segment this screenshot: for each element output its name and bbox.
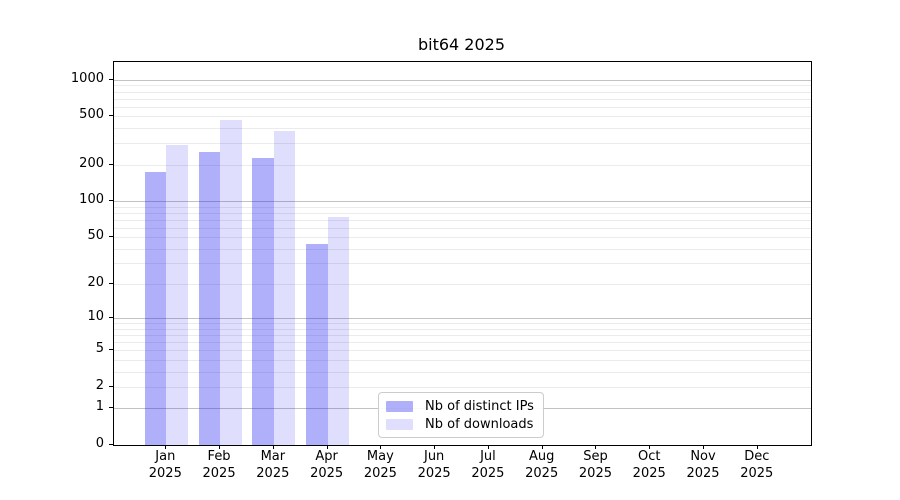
minor-gridline bbox=[114, 328, 811, 330]
legend-swatch-distinct-ips bbox=[386, 401, 413, 412]
x-tick-label: Jun 2025 bbox=[417, 449, 451, 481]
bar-downloads bbox=[220, 120, 242, 445]
minor-gridline bbox=[114, 350, 811, 352]
x-tick-label: Apr 2025 bbox=[310, 449, 344, 481]
plot-area bbox=[113, 61, 812, 446]
x-tick-mark bbox=[756, 445, 758, 449]
x-tick-mark bbox=[434, 445, 436, 449]
y-tick-mark bbox=[109, 385, 113, 387]
y-tick-label: 500 bbox=[79, 107, 104, 123]
minor-gridline bbox=[114, 116, 811, 118]
major-gridline bbox=[114, 318, 811, 320]
y-tick-label: 1000 bbox=[70, 70, 104, 86]
y-tick-mark bbox=[109, 283, 113, 285]
y-tick-mark bbox=[109, 349, 113, 351]
y-tick-label: 2 bbox=[95, 377, 104, 393]
minor-gridline bbox=[114, 212, 811, 214]
x-tick-label: Jan 2025 bbox=[148, 449, 182, 481]
y-tick-mark bbox=[109, 200, 113, 202]
minor-gridline bbox=[114, 98, 811, 100]
minor-gridline bbox=[114, 219, 811, 221]
x-tick-mark bbox=[649, 445, 651, 449]
x-tick-label: Aug 2025 bbox=[525, 449, 559, 481]
bar-distinct-ips bbox=[252, 158, 274, 445]
legend-row-distinct-ips: Nb of distinct IPs bbox=[386, 399, 535, 414]
minor-gridline bbox=[114, 248, 811, 250]
y-tick-label: 10 bbox=[87, 309, 104, 325]
x-tick-mark bbox=[487, 445, 489, 449]
minor-gridline bbox=[114, 323, 811, 325]
y-tick-mark bbox=[109, 317, 113, 319]
minor-gridline bbox=[114, 91, 811, 93]
x-tick-label: May 2025 bbox=[363, 449, 397, 481]
minor-gridline bbox=[114, 227, 811, 229]
legend-row-downloads: Nb of downloads bbox=[386, 417, 535, 432]
minor-gridline bbox=[114, 85, 811, 87]
x-tick-mark bbox=[165, 445, 167, 449]
x-tick-label: Sep 2025 bbox=[578, 449, 612, 481]
legend-label-downloads: Nb of downloads bbox=[425, 417, 534, 432]
minor-gridline bbox=[114, 106, 811, 108]
minor-gridline bbox=[114, 237, 811, 239]
minor-gridline bbox=[114, 342, 811, 344]
legend-swatch-downloads bbox=[386, 419, 413, 430]
major-gridline bbox=[114, 201, 811, 203]
bar-distinct-ips bbox=[198, 151, 221, 445]
bar-distinct-ips bbox=[144, 171, 167, 445]
minor-gridline bbox=[114, 206, 811, 208]
chart-title: bit64 2025 bbox=[417, 35, 506, 54]
minor-gridline bbox=[114, 263, 811, 265]
y-tick-label: 100 bbox=[79, 192, 104, 208]
x-tick-mark bbox=[326, 445, 328, 449]
x-tick-mark bbox=[595, 445, 597, 449]
x-tick-mark bbox=[380, 445, 382, 449]
minor-gridline bbox=[114, 164, 811, 166]
x-tick-label: Oct 2025 bbox=[632, 449, 666, 481]
x-tick-label: Nov 2025 bbox=[686, 449, 720, 481]
y-tick-label: 1 bbox=[95, 399, 104, 415]
y-tick-label: 50 bbox=[87, 228, 104, 244]
y-tick-label: 5 bbox=[95, 341, 104, 357]
x-tick-label: Mar 2025 bbox=[256, 449, 290, 481]
x-tick-label: Feb 2025 bbox=[202, 449, 236, 481]
legend: Nb of distinct IPs Nb of downloads bbox=[378, 392, 544, 438]
x-tick-label: Dec 2025 bbox=[740, 449, 774, 481]
bar-distinct-ips bbox=[306, 243, 328, 445]
minor-gridline bbox=[114, 371, 811, 373]
y-tick-mark bbox=[109, 236, 113, 238]
minor-gridline bbox=[114, 284, 811, 286]
y-tick-mark bbox=[109, 115, 113, 117]
x-tick-mark bbox=[219, 445, 221, 449]
y-tick-mark bbox=[109, 78, 113, 80]
y-tick-label: 20 bbox=[87, 275, 104, 291]
minor-gridline bbox=[114, 143, 811, 145]
x-tick-label: Jul 2025 bbox=[471, 449, 505, 481]
minor-gridline bbox=[114, 128, 811, 130]
y-tick-label: 200 bbox=[79, 155, 104, 171]
x-tick-mark bbox=[272, 445, 274, 449]
x-tick-mark bbox=[703, 445, 704, 449]
bar-downloads bbox=[327, 217, 350, 445]
minor-gridline bbox=[114, 386, 811, 388]
y-tick-mark bbox=[109, 163, 113, 165]
y-tick-label: 0 bbox=[95, 436, 104, 451]
bar-downloads bbox=[166, 145, 188, 445]
legend-label-distinct-ips: Nb of distinct IPs bbox=[425, 399, 534, 414]
major-gridline bbox=[114, 79, 811, 81]
minor-gridline bbox=[114, 359, 811, 361]
y-tick-mark bbox=[109, 407, 113, 409]
y-tick-mark bbox=[109, 444, 113, 445]
bar-downloads bbox=[273, 130, 296, 445]
minor-gridline bbox=[114, 335, 811, 337]
x-tick-mark bbox=[541, 445, 543, 449]
